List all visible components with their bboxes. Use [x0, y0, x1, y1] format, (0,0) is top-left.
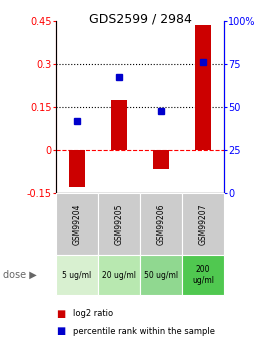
- Text: GSM99207: GSM99207: [199, 204, 207, 245]
- Bar: [195, 25, 211, 150]
- Text: 50 ug/ml: 50 ug/ml: [144, 270, 178, 280]
- Text: ■: ■: [56, 309, 65, 319]
- Text: 20 ug/ml: 20 ug/ml: [102, 270, 136, 280]
- Text: 200
ug/ml: 200 ug/ml: [192, 265, 214, 285]
- Text: log2 ratio: log2 ratio: [73, 309, 113, 318]
- Text: GSM99205: GSM99205: [115, 204, 123, 245]
- Text: GSM99206: GSM99206: [157, 204, 165, 245]
- Text: GSM99204: GSM99204: [73, 204, 81, 245]
- Bar: [111, 100, 127, 150]
- Bar: [153, 150, 169, 169]
- Text: dose ▶: dose ▶: [3, 270, 37, 280]
- Text: 5 ug/ml: 5 ug/ml: [62, 270, 92, 280]
- Bar: [69, 150, 85, 187]
- Text: percentile rank within the sample: percentile rank within the sample: [73, 327, 215, 336]
- Text: ■: ■: [56, 326, 65, 336]
- Text: GDS2599 / 2984: GDS2599 / 2984: [88, 12, 192, 25]
